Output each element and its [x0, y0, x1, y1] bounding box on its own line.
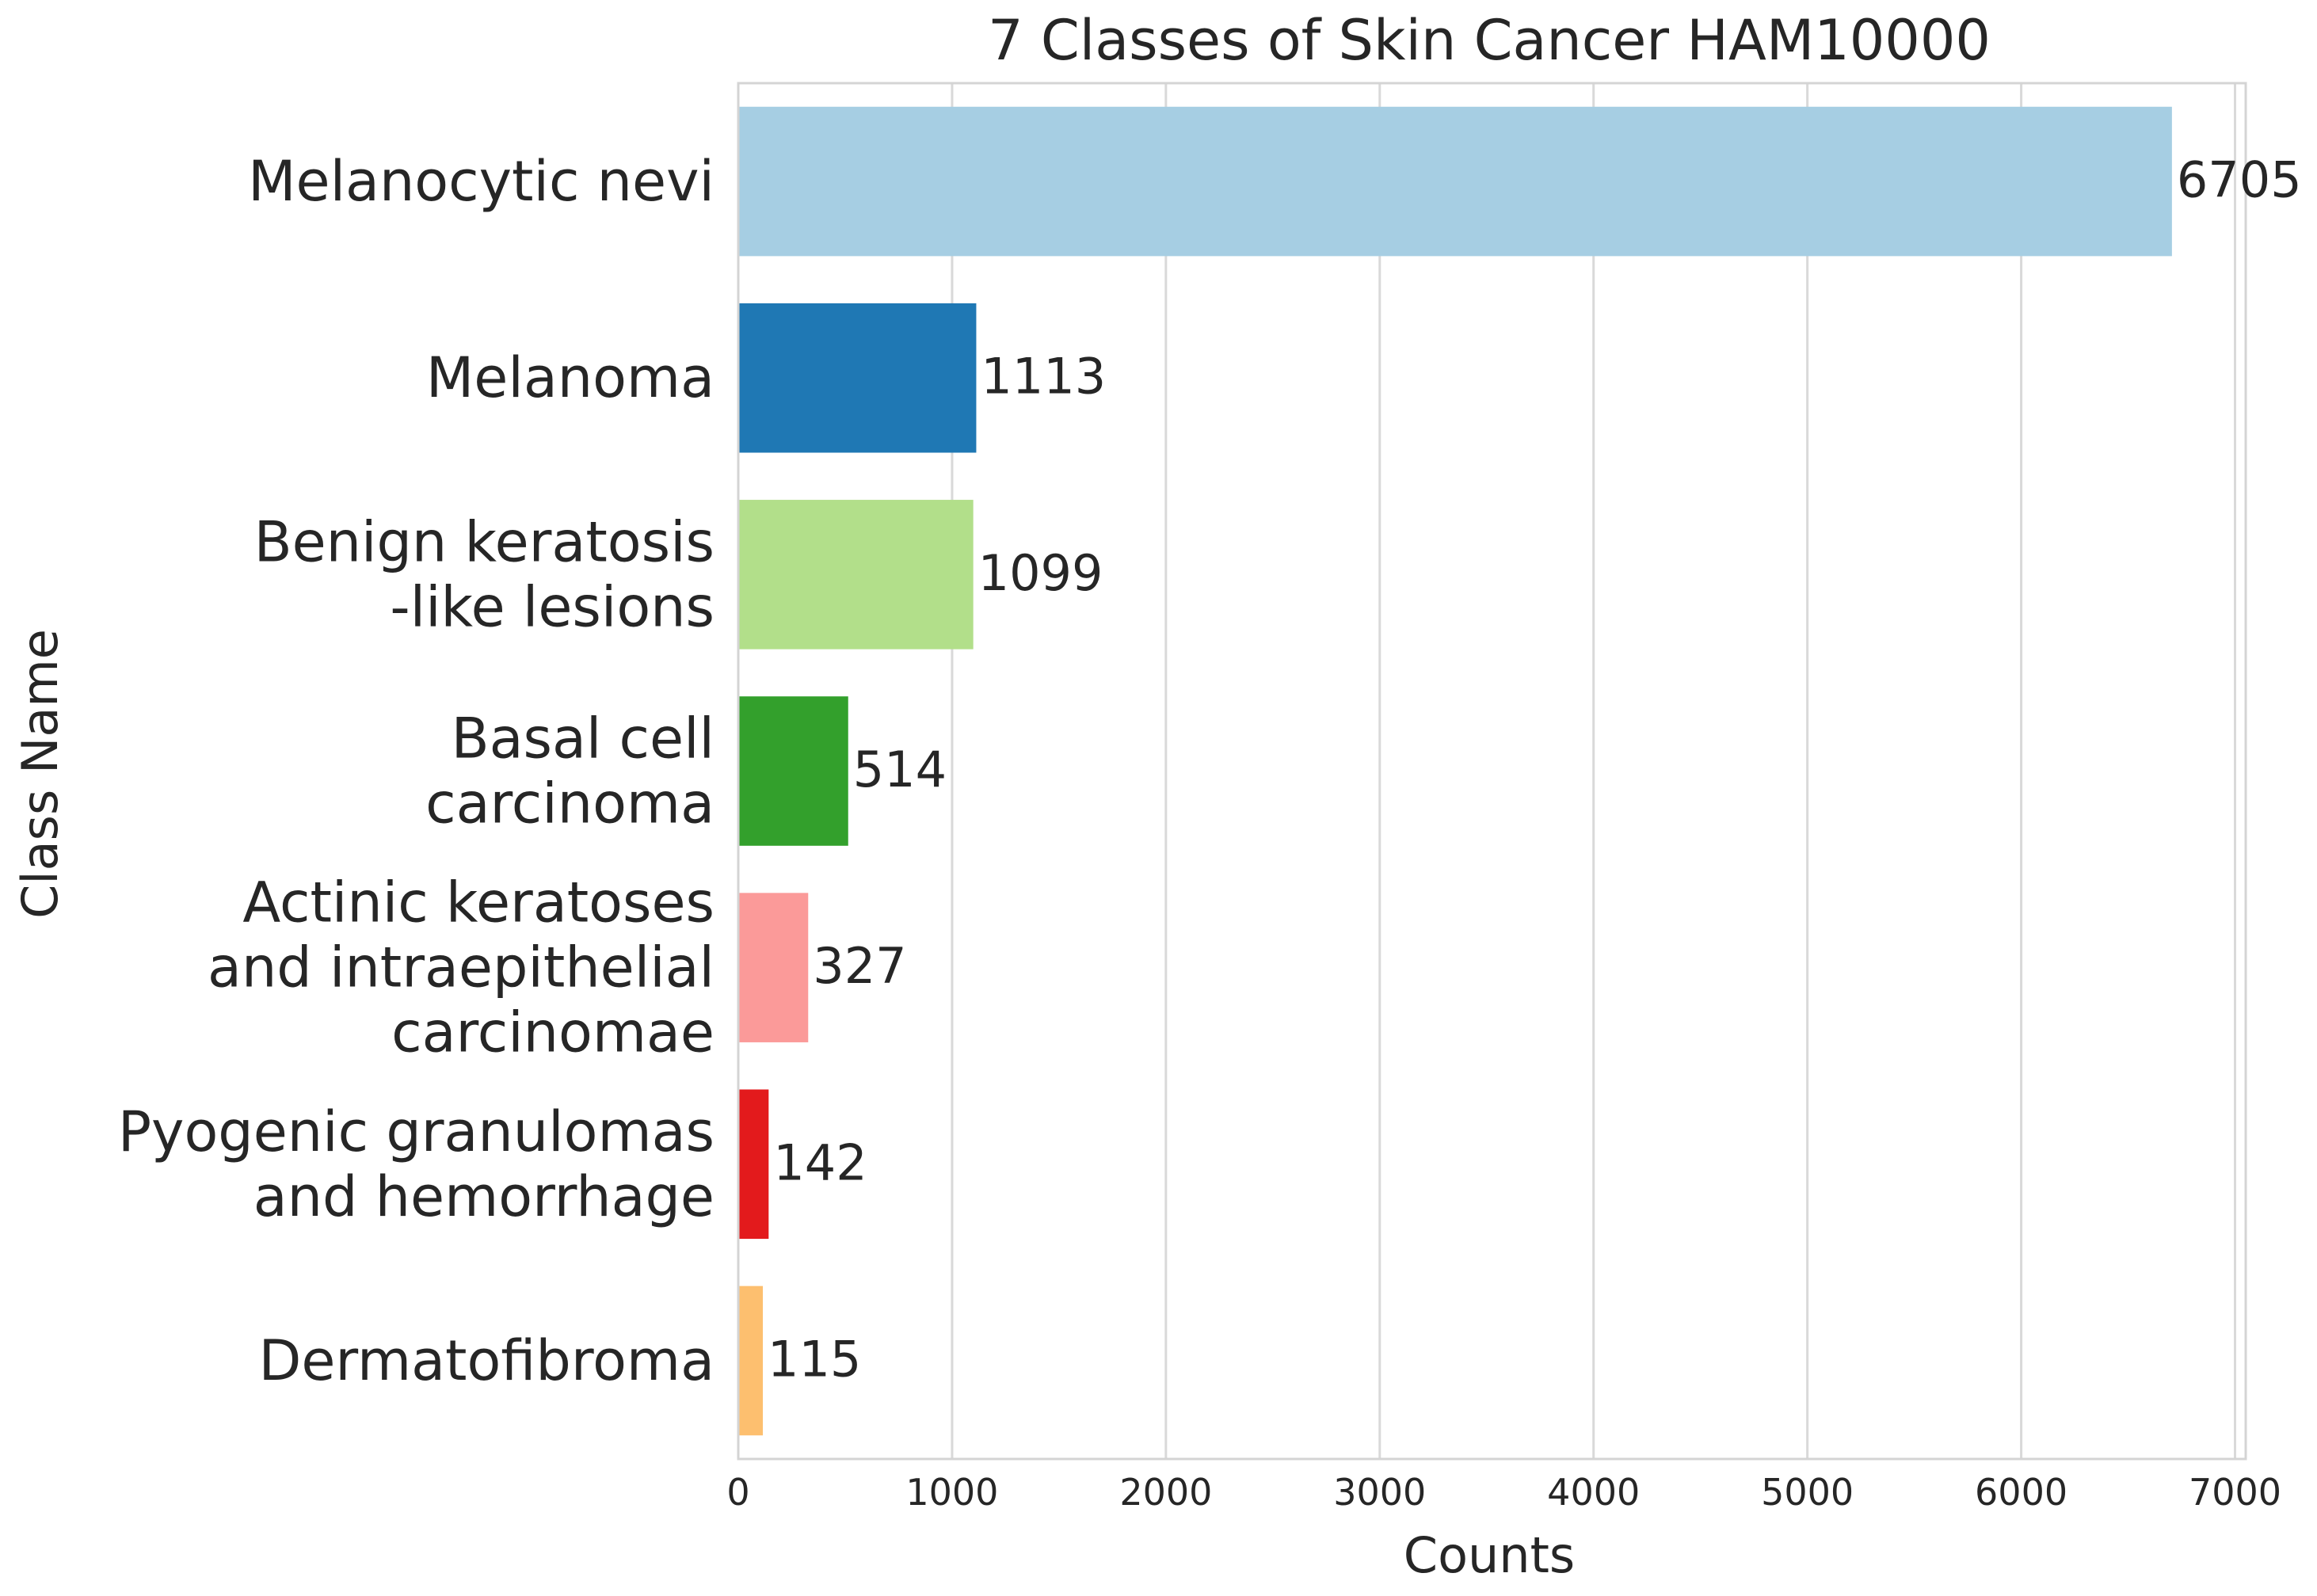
x-tick-label: 0	[726, 1471, 749, 1514]
bar-value-label: 1113	[981, 348, 1106, 406]
bars	[738, 106, 2172, 1436]
bar-value-label: 1099	[978, 544, 1103, 602]
y-tick-label-line: and intraepithelial	[208, 935, 715, 1000]
x-axis-title: Counts	[1404, 1526, 1575, 1584]
x-tick-label: 2000	[1119, 1471, 1212, 1514]
y-tick-label: Dermatofibroma	[258, 1328, 715, 1393]
bar	[738, 500, 974, 649]
y-tick-label-line: -like lesions	[390, 574, 715, 639]
y-tick-labels: Melanocytic nevi Melanoma Benign keratosis…	[118, 149, 715, 1393]
plot-frame	[737, 82, 2247, 1461]
x-tick-label: 5000	[1761, 1471, 1854, 1514]
y-tick-label: Basal cell carcinoma	[425, 707, 715, 836]
y-tick-label-line: Actinic keratoses	[242, 870, 715, 935]
x-tick-labels: 0 1000 2000 3000 4000 5000 6000 7000	[726, 1471, 2281, 1514]
bar-value-label: 6705	[2177, 151, 2302, 209]
y-tick-label-line: carcinomae	[391, 1000, 715, 1065]
y-axis-title: Class Name	[11, 629, 69, 919]
data-labels: 6705 1113 1099 514 327 142 115	[768, 151, 2302, 1388]
y-tick-label: Melanoma	[426, 345, 715, 410]
y-tick-label-line: Benign keratosis	[254, 509, 715, 574]
x-tick-label: 4000	[1547, 1471, 1640, 1514]
y-tick-label-line: carcinoma	[425, 771, 715, 836]
x-tick-label: 3000	[1333, 1471, 1426, 1514]
chart-title: 7 Classes of Skin Cancer HAM10000	[988, 8, 1991, 73]
x-tick-label: 7000	[2189, 1471, 2281, 1514]
y-tick-label-line: Pyogenic granulomas	[118, 1099, 715, 1164]
y-tick-label-line: and hemorrhage	[253, 1164, 715, 1229]
bar-value-label: 115	[768, 1330, 861, 1388]
bar-value-label: 327	[813, 937, 906, 995]
y-tick-label-line: Basal cell	[452, 707, 715, 771]
y-tick-label: Melanocytic nevi	[248, 149, 715, 214]
x-tick-label: 1000	[905, 1471, 998, 1514]
bar-value-label: 514	[853, 741, 947, 798]
x-tick-label: 6000	[1975, 1471, 2067, 1514]
bar-value-label: 142	[773, 1133, 867, 1191]
y-tick-label: Pyogenic granulomas and hemorrhage	[118, 1099, 715, 1229]
bar	[738, 893, 809, 1042]
y-tick-label: Benign keratosis -like lesions	[254, 509, 715, 639]
y-tick-label-line: Dermatofibroma	[258, 1328, 715, 1393]
bar	[738, 696, 848, 846]
bar	[738, 106, 2172, 257]
bar	[738, 303, 977, 453]
y-tick-label-line: Melanocytic nevi	[248, 149, 715, 214]
bar	[738, 1089, 769, 1240]
bar	[738, 1286, 764, 1436]
y-tick-label-line: Melanoma	[426, 345, 715, 410]
y-tick-label: Actinic keratoses and intraepithelial carc…	[208, 870, 715, 1065]
